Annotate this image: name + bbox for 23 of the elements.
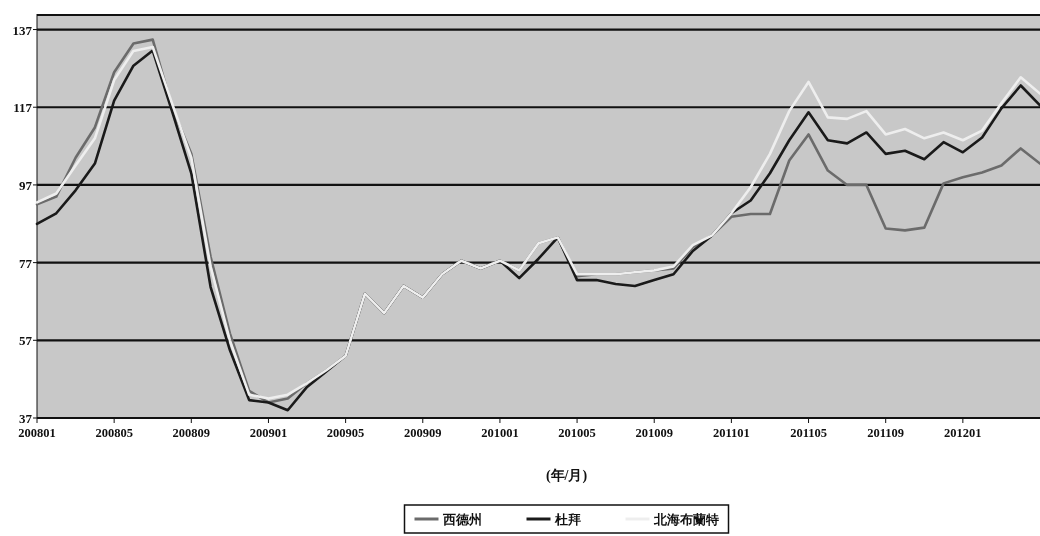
- x-tick-label: 200809: [172, 426, 211, 440]
- x-tick-label: 201001: [481, 426, 519, 440]
- x-tick-label: 200905: [326, 426, 365, 440]
- x-tick-label: 201201: [944, 426, 982, 440]
- x-tick-label: 200805: [95, 426, 133, 440]
- y-tick-label: 37: [19, 411, 33, 426]
- legend-label: 西德州: [441, 512, 482, 527]
- y-tick-label: 137: [12, 22, 33, 38]
- x-tick-label: 201101: [712, 426, 750, 440]
- y-tick-label: 117: [13, 100, 33, 116]
- legend-label: 北海布蘭特: [652, 512, 719, 527]
- y-tick-label: 57: [19, 333, 33, 349]
- x-tick-label: 201005: [558, 426, 596, 440]
- y-tick-label: 97: [19, 177, 33, 193]
- x-tick-label: 201109: [867, 426, 905, 440]
- x-tick-label: 201105: [790, 426, 827, 440]
- x-tick-label: 200801: [18, 426, 56, 440]
- legend-label: 杜拜: [553, 512, 581, 527]
- x-tick-label: 200901: [249, 426, 288, 440]
- x-tick-label: 201009: [635, 426, 673, 440]
- y-tick-label: 77: [19, 255, 33, 271]
- x-axis-title: (年/月): [545, 468, 588, 484]
- x-tick-label: 200909: [404, 426, 442, 440]
